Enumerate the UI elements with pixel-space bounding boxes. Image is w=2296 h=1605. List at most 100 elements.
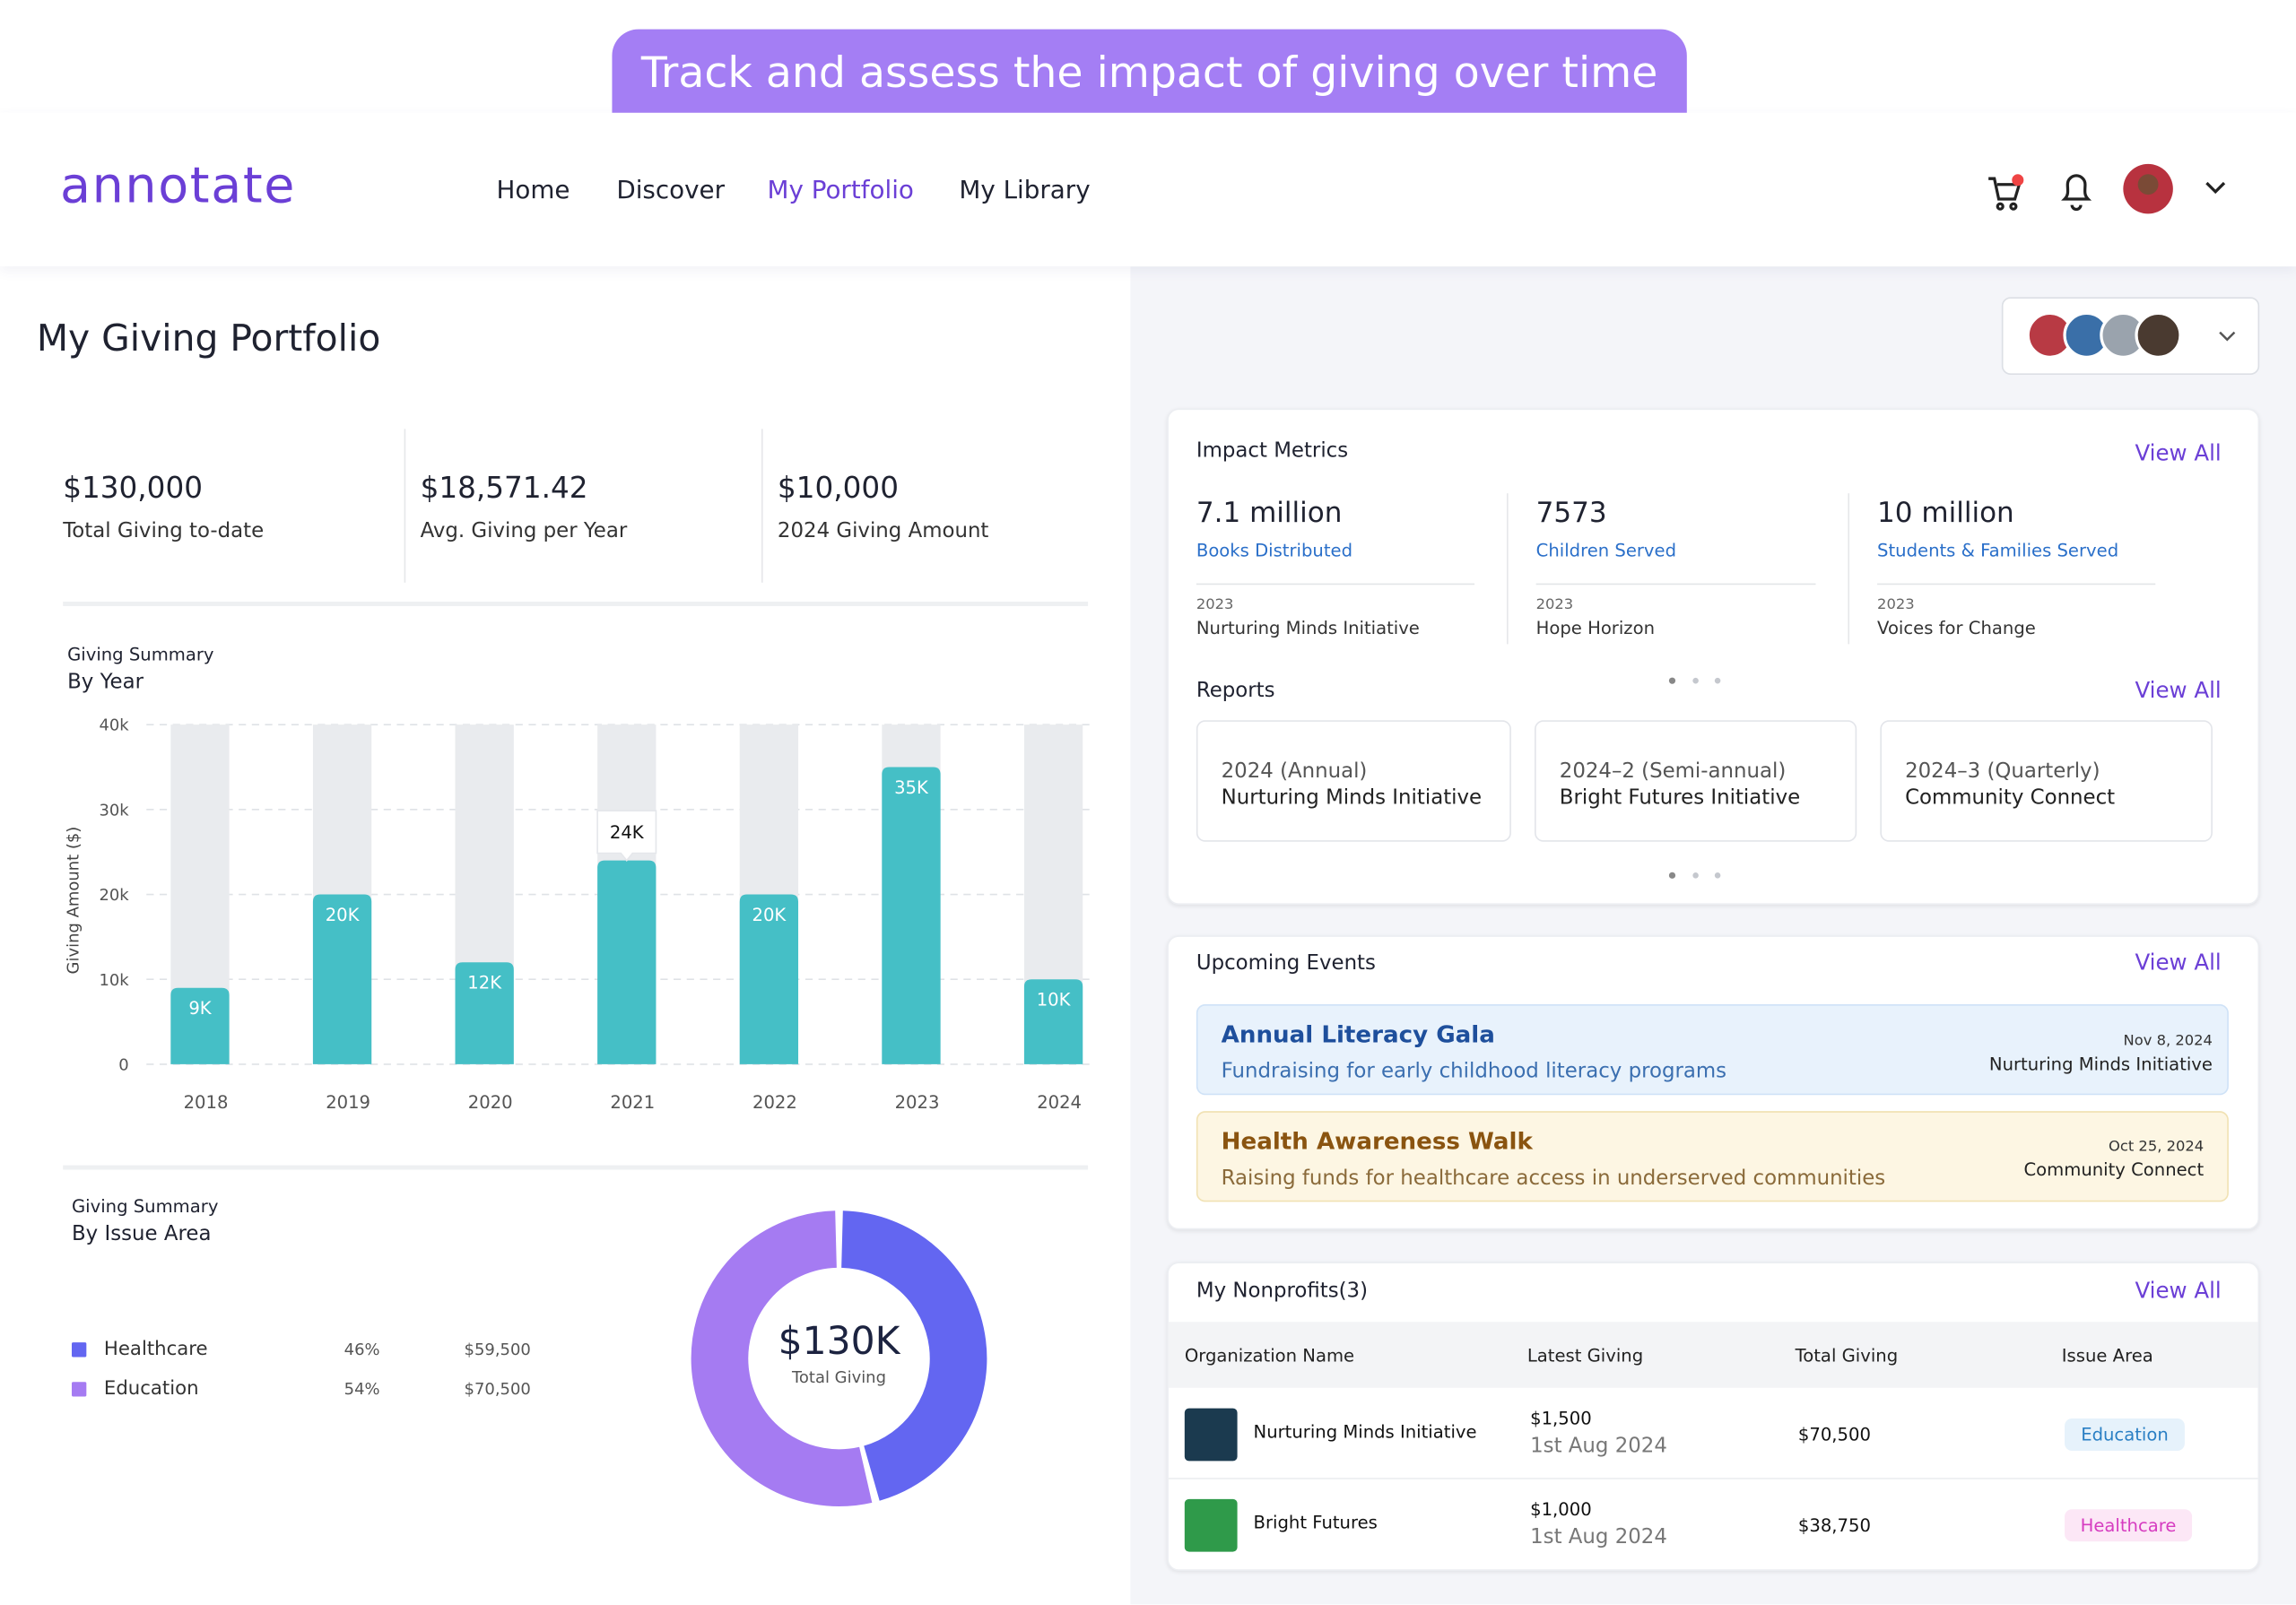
y-tick-label: 40k	[99, 716, 129, 735]
y-axis-label: Giving Amount ($)	[64, 826, 83, 975]
card-title: Upcoming Events	[1196, 951, 1376, 976]
org-logo	[1184, 1408, 1238, 1462]
bell-icon[interactable]	[2061, 174, 2092, 212]
latest-date: 1st Aug 2024	[1530, 1434, 1667, 1459]
divider	[761, 429, 763, 583]
metric-org: Nurturing Minds Initiative	[1196, 617, 1420, 638]
y-tick-label: 0	[118, 1055, 128, 1074]
x-tick-label: 2018	[184, 1092, 229, 1113]
summary-label: Avg. Giving per Year	[420, 519, 628, 543]
nav-item-active[interactable]: My Portfolio	[767, 176, 914, 206]
bar-value-label: 20K	[326, 905, 361, 925]
x-tick-label: 2022	[752, 1092, 797, 1113]
bar	[170, 987, 230, 1064]
view-all[interactable]: View All	[2135, 439, 2222, 466]
event-date: Nov 8, 2024	[2123, 1033, 2213, 1050]
x-tick-label: 2019	[326, 1092, 370, 1113]
report-box[interactable]	[1196, 720, 1511, 842]
issue-tag: Education	[2081, 1424, 2169, 1445]
legend-percent: 46%	[344, 1340, 380, 1359]
metric-year: 2023	[1535, 597, 1574, 614]
bar	[455, 962, 514, 1064]
view-all[interactable]: View All	[2135, 1277, 2222, 1304]
bar-value-label: 9K	[188, 998, 212, 1019]
donut-center-label: Total Giving	[792, 1367, 886, 1387]
bar	[312, 894, 372, 1064]
bar	[882, 767, 941, 1064]
latest-giving: $1,500	[1530, 1408, 1592, 1429]
bar-value-label: 10K	[1037, 990, 1072, 1011]
event-box[interactable]	[1196, 1003, 2229, 1096]
legend-amount: $59,500	[464, 1340, 531, 1359]
logo[interactable]: annotate	[59, 156, 297, 215]
metric-org: Voices for Change	[1877, 617, 2036, 638]
view-all[interactable]: View All	[2135, 677, 2222, 704]
bar	[597, 860, 657, 1064]
donut-segment	[840, 1210, 987, 1501]
card-title: Impact Metrics	[1196, 438, 1349, 463]
legend-percent: 54%	[344, 1379, 380, 1399]
legend-amount: $70,500	[464, 1379, 531, 1399]
chevron[interactable]	[2205, 181, 2226, 195]
summary-value: $18,571.42	[420, 470, 588, 506]
impact-card	[1167, 408, 2260, 905]
metric-year: 2023	[1877, 597, 1915, 614]
metric-year: 2023	[1196, 597, 1234, 614]
report-box[interactable]	[1535, 720, 1857, 842]
donut-segment	[691, 1210, 873, 1506]
issue-tag: Healthcare	[2080, 1514, 2177, 1536]
summary-value: $10,000	[777, 470, 899, 506]
team-avatars	[2026, 311, 2182, 359]
nav-item[interactable]: Discover	[616, 176, 726, 206]
report-period: 2024–2 (Semi-annual)	[1559, 759, 1787, 784]
table-header	[1168, 1322, 2258, 1388]
total-giving: $38,750	[1797, 1514, 1871, 1536]
chart-title: Giving Summary	[67, 644, 214, 665]
latest-date: 1st Aug 2024	[1530, 1525, 1667, 1549]
nav-item[interactable]: My Library	[959, 176, 1091, 206]
metric-label: Students & Families Served	[1877, 540, 2119, 561]
y-tick-label: 30k	[99, 801, 129, 820]
metric-org: Hope Horizon	[1535, 617, 1655, 638]
report-period: 2024 (Annual)	[1221, 759, 1368, 784]
event-org: Nurturing Minds Initiative	[1988, 1054, 2213, 1075]
card-title: Reports	[1196, 679, 1275, 703]
x-tick-label: 2023	[895, 1092, 940, 1113]
report-box[interactable]	[1880, 720, 2213, 842]
card-title: My Nonprofits(3)	[1196, 1279, 1368, 1304]
legend-label: Education	[103, 1378, 199, 1401]
bar-value-label: 20K	[752, 905, 787, 925]
nav-item[interactable]: Home	[496, 176, 570, 206]
total-giving: $70,500	[1797, 1424, 1871, 1445]
org-name[interactable]: Nurturing Minds Initiative	[1253, 1421, 1477, 1443]
org-name[interactable]: Bright Futures	[1253, 1512, 1378, 1533]
report-period: 2024–3 (Quarterly)	[1905, 759, 2100, 784]
bar-value-label: 12K	[467, 973, 502, 993]
view-all[interactable]: View All	[2135, 949, 2222, 976]
chart-title: Giving Summary	[71, 1195, 219, 1217]
column-header: Organization Name	[1184, 1345, 1355, 1366]
legend-label: Healthcare	[103, 1339, 208, 1361]
banner-text: Track and assess the impact of giving ov…	[640, 48, 1658, 98]
x-tick-label: 2021	[610, 1092, 655, 1113]
metric-value: 10 million	[1877, 497, 2014, 530]
legend-swatch	[71, 1342, 87, 1358]
chevron[interactable]	[2219, 331, 2236, 342]
y-tick-label: 10k	[99, 971, 129, 990]
event-description: Raising funds for healthcare access in u…	[1221, 1167, 1886, 1191]
org-logo	[1184, 1498, 1238, 1552]
event-org: Community Connect	[2023, 1159, 2205, 1180]
donut-center-value: $130K	[778, 1320, 900, 1365]
event-description: Fundraising for early childhood literacy…	[1221, 1060, 1727, 1084]
report-org: Nurturing Minds Initiative	[1221, 785, 1483, 810]
divider	[1506, 493, 1509, 645]
banner	[612, 29, 1687, 113]
divider	[63, 1165, 1089, 1170]
divider	[1848, 493, 1850, 645]
y-tick-label: 20k	[99, 886, 129, 905]
event-box[interactable]	[1196, 1111, 2229, 1202]
metric-value: 7.1 million	[1196, 497, 1343, 530]
event-date: Oct 25, 2024	[2109, 1139, 2205, 1156]
